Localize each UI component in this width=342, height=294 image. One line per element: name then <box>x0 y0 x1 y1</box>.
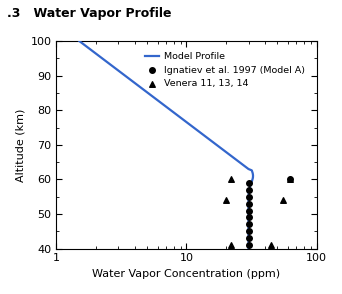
Ignatiev et al. 1997 (Model A) <box>247 188 252 192</box>
Ignatiev et al. 1997 (Model A) <box>247 222 252 227</box>
Model Profile <box>79 41 83 44</box>
Legend: Model Profile, Ignatiev et al. 1997 (Model A), Venera 11, 13, 14: Model Profile, Ignatiev et al. 1997 (Mod… <box>143 50 306 90</box>
Model Profile <box>77 39 81 43</box>
Venera 11, 13, 14 <box>269 243 274 248</box>
Model Profile <box>250 179 254 183</box>
X-axis label: Water Vapor Concentration (ppm): Water Vapor Concentration (ppm) <box>92 269 280 279</box>
Model Profile <box>247 243 251 246</box>
Model Profile <box>244 166 248 169</box>
Y-axis label: Altitude (km): Altitude (km) <box>15 108 25 181</box>
Ignatiev et al. 1997 (Model A) <box>247 243 252 248</box>
Ignatiev et al. 1997 (Model A) <box>247 201 252 206</box>
Venera 11, 13, 14 <box>287 177 292 182</box>
Ignatiev et al. 1997 (Model A) <box>247 229 252 234</box>
Text: .3   Water Vapor Profile: .3 Water Vapor Profile <box>7 7 171 20</box>
Ignatiev et al. 1997 (Model A) <box>247 215 252 220</box>
Venera 11, 13, 14 <box>228 243 234 248</box>
Venera 11, 13, 14 <box>228 177 234 182</box>
Ignatiev et al. 1997 (Model A) <box>247 194 252 199</box>
Model Profile <box>81 43 86 46</box>
Ignatiev et al. 1997 (Model A) <box>287 177 292 182</box>
Venera 11, 13, 14 <box>280 198 286 203</box>
Model Profile <box>232 156 236 159</box>
Line: Model Profile: Model Profile <box>79 41 253 249</box>
Ignatiev et al. 1997 (Model A) <box>247 181 252 185</box>
Venera 11, 13, 14 <box>223 198 228 203</box>
Ignatiev et al. 1997 (Model A) <box>247 208 252 213</box>
Model Profile <box>247 247 251 250</box>
Ignatiev et al. 1997 (Model A) <box>247 236 252 240</box>
